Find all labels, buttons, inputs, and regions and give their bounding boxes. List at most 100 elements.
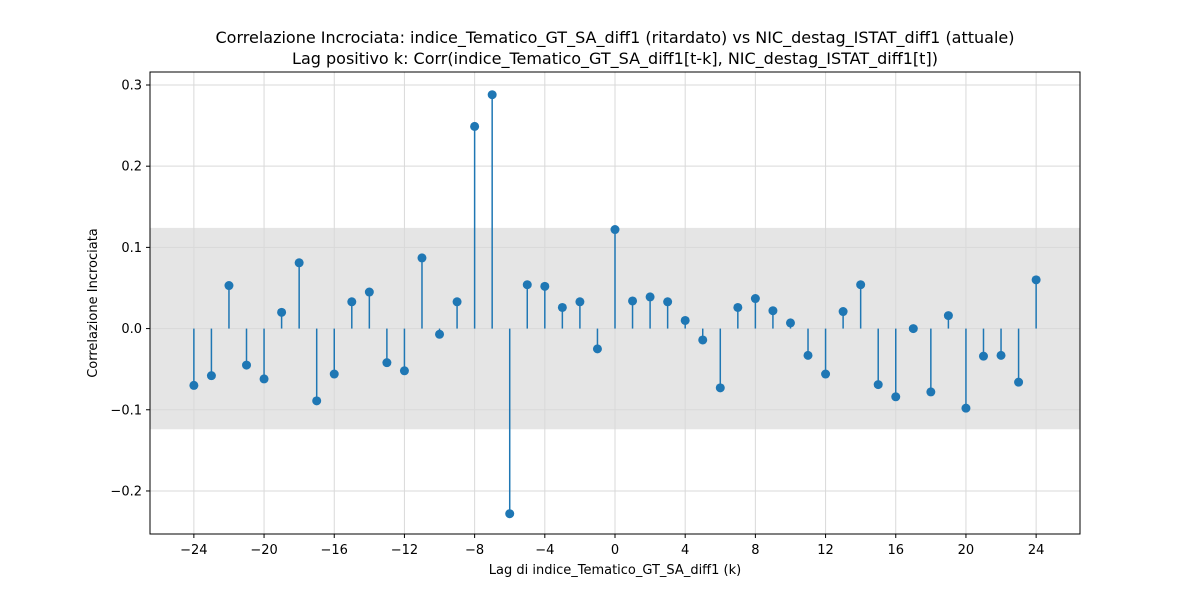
stem-7 xyxy=(733,302,743,329)
x-tick-label: −4 xyxy=(535,543,554,558)
stem-19 xyxy=(943,311,953,329)
stem-15 xyxy=(873,328,883,390)
stem-12 xyxy=(821,328,831,379)
stem-marker xyxy=(996,350,1006,360)
x-tick-label: 0 xyxy=(611,543,619,558)
stem--1 xyxy=(592,328,602,354)
stem-9 xyxy=(768,306,778,329)
stem-marker xyxy=(364,287,374,297)
stem-8 xyxy=(750,294,760,329)
stem-10 xyxy=(785,318,795,329)
chart-subtitle: Lag positivo k: Corr(indice_Tematico_GT_… xyxy=(292,49,938,69)
stem-marker xyxy=(715,383,725,393)
y-axis-label: Correlazione Incrociata xyxy=(86,228,101,378)
x-tick-label: 12 xyxy=(817,543,834,558)
stem-marker xyxy=(557,302,567,312)
stem-13 xyxy=(838,307,848,329)
stem-marker xyxy=(803,350,813,360)
stem-marker xyxy=(224,281,234,291)
x-tick-label: −16 xyxy=(321,543,348,558)
stem-marker xyxy=(575,297,585,307)
stem-marker xyxy=(399,366,409,376)
y-tick-label: 0.2 xyxy=(121,160,142,175)
x-tick-label: −24 xyxy=(180,543,207,558)
stem--6 xyxy=(505,328,515,519)
stem-marker xyxy=(873,380,883,390)
stem--11 xyxy=(417,253,427,329)
stem-1 xyxy=(628,296,638,329)
stem-marker xyxy=(435,329,445,339)
stem-marker xyxy=(347,297,357,307)
stem-17 xyxy=(908,324,918,334)
y-tick-label: 0.3 xyxy=(121,78,142,93)
stem-marker xyxy=(1014,377,1024,387)
stem-marker xyxy=(540,281,550,291)
x-tick-label: −12 xyxy=(391,543,418,558)
stem-marker xyxy=(470,121,480,131)
stem-marker xyxy=(329,369,339,379)
stem-marker xyxy=(312,396,322,406)
stem-series xyxy=(189,90,1041,519)
stem-marker xyxy=(821,369,831,379)
stem--22 xyxy=(224,281,234,329)
stem-marker xyxy=(628,296,638,306)
stem--18 xyxy=(294,258,304,329)
stem-marker xyxy=(522,280,532,290)
x-axis-label: Lag di indice_Tematico_GT_SA_diff1 (k) xyxy=(489,563,741,578)
stem--2 xyxy=(575,297,585,329)
stem-3 xyxy=(663,297,673,329)
y-tick-label: 0.0 xyxy=(121,322,142,337)
stem-marker xyxy=(943,311,953,321)
stem-21 xyxy=(978,328,988,361)
stem--7 xyxy=(487,90,497,329)
x-tick-label: 16 xyxy=(887,543,904,558)
stem--5 xyxy=(522,280,532,329)
stem-22 xyxy=(996,328,1006,360)
x-tick-label: −20 xyxy=(250,543,277,558)
plot-area xyxy=(149,71,1081,535)
stem--13 xyxy=(382,328,392,368)
stem-marker xyxy=(680,315,690,325)
chart-title: Correlazione Incrociata: indice_Tematico… xyxy=(215,28,1014,48)
stem-marker xyxy=(838,307,848,317)
y-tick-label: −0.1 xyxy=(110,403,142,418)
stem--16 xyxy=(329,328,339,379)
stem-marker xyxy=(259,374,269,384)
stem-marker xyxy=(487,90,497,100)
stem-marker xyxy=(733,302,743,312)
stem--23 xyxy=(206,328,216,381)
y-tick-label: −0.2 xyxy=(110,484,142,499)
stem-marker xyxy=(645,292,655,302)
stem--15 xyxy=(347,297,357,329)
stem-marker xyxy=(768,306,778,316)
stem--3 xyxy=(557,302,567,329)
stem-marker xyxy=(785,318,795,328)
x-tick-label: 24 xyxy=(1028,543,1045,558)
stem--9 xyxy=(452,297,462,329)
stem-marker xyxy=(891,392,901,402)
stem-20 xyxy=(961,328,971,413)
stem-marker xyxy=(663,297,673,307)
stem-0 xyxy=(610,225,620,329)
stem-marker xyxy=(961,403,971,413)
x-tick-label: −8 xyxy=(465,543,484,558)
stem-marker xyxy=(382,358,392,368)
stem-16 xyxy=(891,328,901,402)
stem-6 xyxy=(715,328,725,393)
stem-2 xyxy=(645,292,655,329)
stem-marker xyxy=(978,351,988,361)
stem-marker xyxy=(856,280,866,290)
stem-marker xyxy=(926,387,936,397)
stem-marker xyxy=(294,258,304,268)
y-tick-label: 0.1 xyxy=(121,241,142,256)
x-tick-label: 4 xyxy=(681,543,689,558)
stem-marker xyxy=(698,335,708,345)
stem-marker xyxy=(1031,275,1041,285)
x-tick-label: 8 xyxy=(751,543,759,558)
y-axis-ticks: −0.2 −0.1 0.0 0.1 0.2 0.3 xyxy=(110,78,150,499)
stem--10 xyxy=(435,328,445,339)
stem-marker xyxy=(505,509,515,519)
x-axis-ticks: −24 −20 −16 −12 −8 −4 0 4 8 12 16 20 24 xyxy=(180,534,1044,558)
stem-24 xyxy=(1031,275,1041,329)
